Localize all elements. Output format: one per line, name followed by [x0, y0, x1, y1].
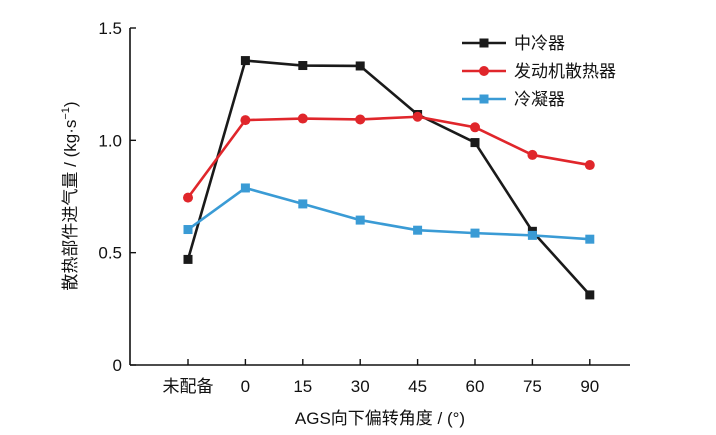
series-layer	[183, 56, 595, 300]
legend-item: 中冷器	[462, 34, 565, 53]
y-tick-label: 1.0	[98, 131, 122, 150]
y-axis-title-superscript: −1	[60, 107, 72, 120]
legend-item: 发动机散热器	[462, 62, 616, 81]
legend-marker	[479, 66, 489, 76]
y-axis-title-main: 散热部件进气量 / (kg·s	[61, 120, 80, 291]
data-point	[297, 113, 308, 124]
data-point	[183, 192, 193, 203]
series-line	[187, 186, 590, 241]
data-point	[527, 230, 537, 240]
x-tick-label: 90	[580, 377, 599, 396]
y-axis-title: 散热部件进气量 / (kg·s−1)	[60, 101, 80, 290]
y-ticks: 0 0.5 1.0 1.5	[98, 19, 136, 375]
x-tick-label: 60	[466, 377, 485, 396]
x-ticks: 未配备 0 15 30 45 60 75 90	[163, 359, 599, 396]
data-point	[527, 149, 538, 160]
data-point	[584, 160, 595, 171]
y-tick-label: 0	[113, 356, 122, 375]
legend-label: 中冷器	[514, 34, 565, 53]
series-line	[186, 59, 591, 296]
series-3	[183, 183, 595, 244]
legend-label: 冷凝器	[514, 90, 565, 109]
data-point	[585, 290, 595, 300]
data-point	[240, 183, 250, 193]
legend-marker	[479, 38, 489, 48]
axes	[129, 28, 630, 366]
y-tick-label: 1.5	[98, 19, 122, 38]
y-axis-title-close: )	[61, 101, 80, 107]
series-2	[183, 111, 595, 203]
data-point	[413, 225, 423, 235]
data-point	[240, 56, 250, 66]
data-point	[412, 111, 423, 122]
data-point	[585, 234, 595, 244]
data-point	[470, 228, 480, 238]
x-tick-label: 未配备	[163, 377, 214, 396]
series-line	[186, 115, 591, 199]
data-point	[470, 122, 480, 133]
legend-item: 冷凝器	[462, 90, 565, 109]
legend-marker	[479, 94, 489, 104]
y-tick-label: 0.5	[98, 244, 122, 263]
data-point	[183, 254, 193, 264]
data-point	[240, 115, 251, 126]
data-point	[355, 114, 366, 125]
x-tick-label: 15	[293, 377, 312, 396]
x-axis-title: AGS向下偏转角度 / (°)	[295, 409, 465, 428]
data-point	[355, 61, 365, 71]
x-tick-label: 75	[523, 377, 542, 396]
data-point	[355, 215, 365, 225]
x-tick-label: 0	[241, 377, 250, 396]
x-tick-label: 45	[408, 377, 427, 396]
legend-label: 发动机散热器	[514, 62, 616, 81]
data-point	[183, 225, 193, 235]
data-point	[470, 138, 480, 148]
data-point	[298, 199, 308, 209]
data-point	[298, 61, 308, 71]
x-tick-label: 30	[351, 377, 370, 396]
